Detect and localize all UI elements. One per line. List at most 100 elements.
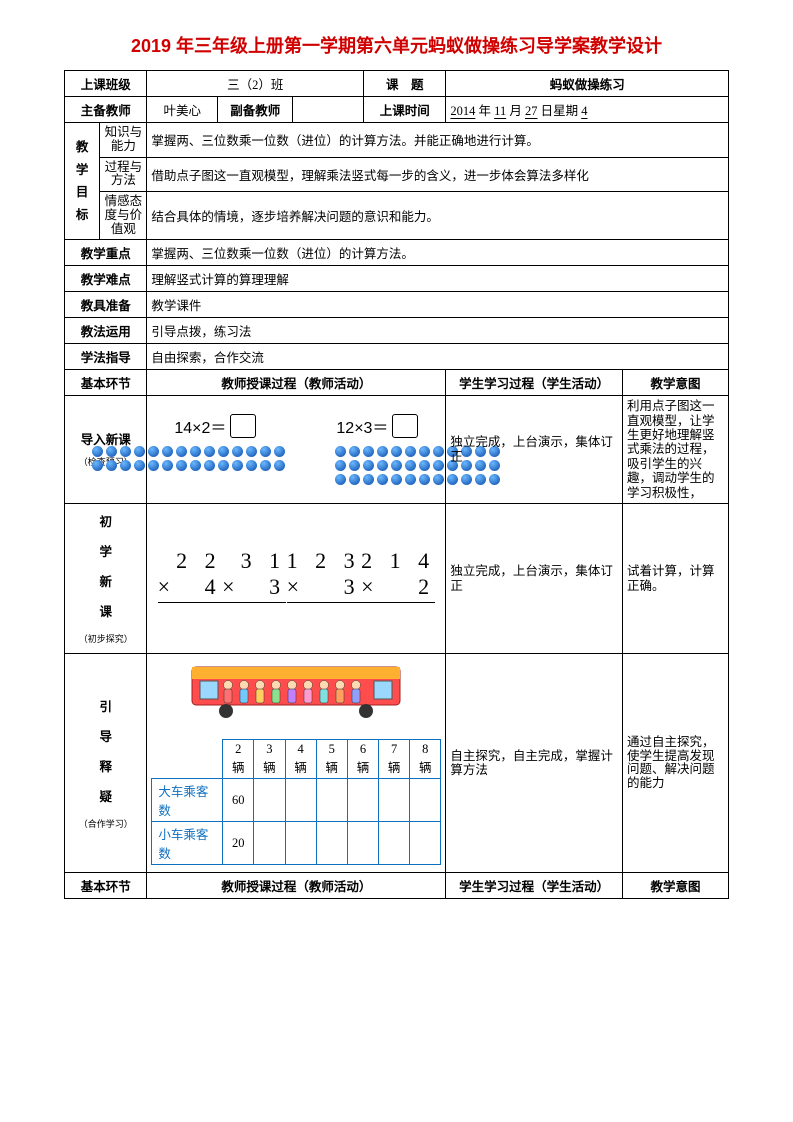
dot-icon xyxy=(246,460,257,471)
value-date: 2014 年 11 月 27 日星期 4 xyxy=(446,97,729,123)
dot-icon xyxy=(162,446,173,457)
dot-icon xyxy=(377,460,388,471)
dot-icon xyxy=(377,446,388,457)
dot-icon xyxy=(447,474,458,485)
hdr-teacher-activity: 教师授课过程（教师活动） xyxy=(147,370,446,396)
inner-td xyxy=(254,822,285,865)
dot-icon xyxy=(349,446,360,457)
hdr-stage-2: 基本环节 xyxy=(65,873,147,899)
hdr-student-activity: 学生学习过程（学生活动） xyxy=(446,370,623,396)
dot-icon xyxy=(204,446,215,457)
inner-td xyxy=(316,822,347,865)
hdr-intent: 教学意图 xyxy=(622,370,728,396)
value-class: 三（2）班 xyxy=(147,71,364,97)
value-sub-teacher xyxy=(293,97,364,123)
newlesson-intent: 试着计算，计算正确。 xyxy=(622,503,728,654)
inner-td: 小车乘客数 xyxy=(152,822,223,865)
label-goal-attitude: 情感态度与价值观 xyxy=(100,192,147,240)
inner-th: 2辆 xyxy=(223,740,254,779)
multiplication-problem: 3 1×3 xyxy=(222,548,286,603)
inner-td xyxy=(254,779,285,822)
dot-icon xyxy=(391,474,402,485)
inner-td xyxy=(410,822,441,865)
page-title: 2019 年三年级上册第一学期第六单元蚂蚁做操练习导学案教学设计 xyxy=(64,32,729,58)
row-teach-method: 教法运用 引导点拨，练习法 xyxy=(65,318,729,344)
label-goals: 教学目标 xyxy=(65,123,100,240)
row-goal-3: 情感态度与价值观 结合具体的情境，逐步培养解决问题的意识和能力。 xyxy=(65,192,729,240)
text-materials: 教学课件 xyxy=(147,292,729,318)
dot-icon xyxy=(349,460,360,471)
text-keypoint: 掌握两、三位数乘一位数（进位）的计算方法。 xyxy=(147,240,729,266)
row-section-header: 基本环节 教师授课过程（教师活动） 学生学习过程（学生活动） 教学意图 xyxy=(65,370,729,396)
date-month: 11 xyxy=(494,104,506,118)
inner-th: 7辆 xyxy=(379,740,410,779)
dot-icon xyxy=(461,460,472,471)
intro-content: 14×2＝ 12×3＝ xyxy=(147,396,446,504)
row-class: 上课班级 三（2）班 课 题 蚂蚁做操练习 xyxy=(65,71,729,97)
inner-td: 20 xyxy=(223,822,254,865)
hdr-student-activity-2: 学生学习过程（学生活动） xyxy=(446,873,623,899)
dot-icon xyxy=(120,460,131,471)
inner-td xyxy=(347,822,378,865)
text-difficulty: 理解竖式计算的算理理解 xyxy=(147,266,729,292)
label-section-guide: 引导释疑 （合作学习） xyxy=(65,654,147,873)
label-materials: 教具准备 xyxy=(65,292,147,318)
section-intro: 导入新课 （检查预习） 14×2＝ 12×3＝ 独立完成，上台演示，集体订正 利… xyxy=(65,396,729,504)
dot-icon xyxy=(218,446,229,457)
passenger-table: 2辆3辆4辆5辆6辆7辆8辆大车乘客数60小车乘客数20 xyxy=(151,739,441,865)
dot-icon xyxy=(377,474,388,485)
section-guide: 引导释疑 （合作学习） 2辆3辆4辆5辆6辆7辆8辆大车乘客数60小车乘客数20… xyxy=(65,654,729,873)
label-keypoint: 教学重点 xyxy=(65,240,147,266)
dot-icon xyxy=(274,460,285,471)
text-teach-method: 引导点拨，练习法 xyxy=(147,318,729,344)
dot-icon xyxy=(176,460,187,471)
multiplication-problem: 2 1 4×2 xyxy=(361,548,435,603)
newlesson-student: 独立完成，上台演示，集体订正 xyxy=(446,503,623,654)
date-day: 27 xyxy=(525,104,538,118)
dot-icon xyxy=(363,460,374,471)
dot-icon xyxy=(489,474,500,485)
row-keypoint: 教学重点 掌握两、三位数乘一位数（进位）的计算方法。 xyxy=(65,240,729,266)
equation-2: 12×3＝ xyxy=(336,414,418,438)
dot-icon xyxy=(335,474,346,485)
dot-icon xyxy=(433,474,444,485)
dot-icon xyxy=(218,460,229,471)
dot-icon xyxy=(134,460,145,471)
dot-icon xyxy=(419,446,430,457)
dot-icon xyxy=(433,460,444,471)
label-class: 上课班级 xyxy=(65,71,147,97)
label-learn-method: 学法指导 xyxy=(65,344,147,370)
inner-th: 8辆 xyxy=(410,740,441,779)
dot-icon xyxy=(335,460,346,471)
dot-icon xyxy=(335,446,346,457)
dot-icon xyxy=(190,446,201,457)
dot-grid-1 xyxy=(92,446,285,485)
dot-icon xyxy=(204,460,215,471)
label-teach-method: 教法运用 xyxy=(65,318,147,344)
label-goal-knowledge: 知识与能力 xyxy=(100,123,147,158)
dot-icon xyxy=(475,460,486,471)
inner-th: 6辆 xyxy=(347,740,378,779)
inner-td xyxy=(379,822,410,865)
inner-td: 大车乘客数 xyxy=(152,779,223,822)
text-goal-process: 借助点子图这一直观模型，理解乘法竖式每一步的含义，进一步体会算法多样化 xyxy=(147,157,729,192)
value-main-teacher: 叶美心 xyxy=(147,97,218,123)
dot-icon xyxy=(475,474,486,485)
intro-intent: 利用点子图这一直观模型，让学生更好地理解竖式乘法的过程，吸引学生的兴趣，调动学生… xyxy=(622,396,728,504)
dot-icon xyxy=(176,446,187,457)
inner-td xyxy=(410,779,441,822)
dot-icon xyxy=(433,446,444,457)
equation-1: 14×2＝ xyxy=(174,414,256,438)
inner-td xyxy=(379,779,410,822)
dot-icon xyxy=(92,446,103,457)
answer-box-icon xyxy=(392,414,418,438)
dot-grid-2 xyxy=(335,446,500,485)
inner-td xyxy=(347,779,378,822)
text-learn-method: 自由探索，合作交流 xyxy=(147,344,729,370)
text-goal-attitude: 结合具体的情境，逐步培养解决问题的意识和能力。 xyxy=(147,192,729,240)
inner-td xyxy=(285,779,316,822)
text-goal-knowledge: 掌握两、三位数乘一位数（进位）的计算方法。并能正确地进行计算。 xyxy=(147,123,729,158)
dot-icon xyxy=(405,474,416,485)
dot-icon xyxy=(419,460,430,471)
guide-content: 2辆3辆4辆5辆6辆7辆8辆大车乘客数60小车乘客数20 xyxy=(147,654,446,873)
